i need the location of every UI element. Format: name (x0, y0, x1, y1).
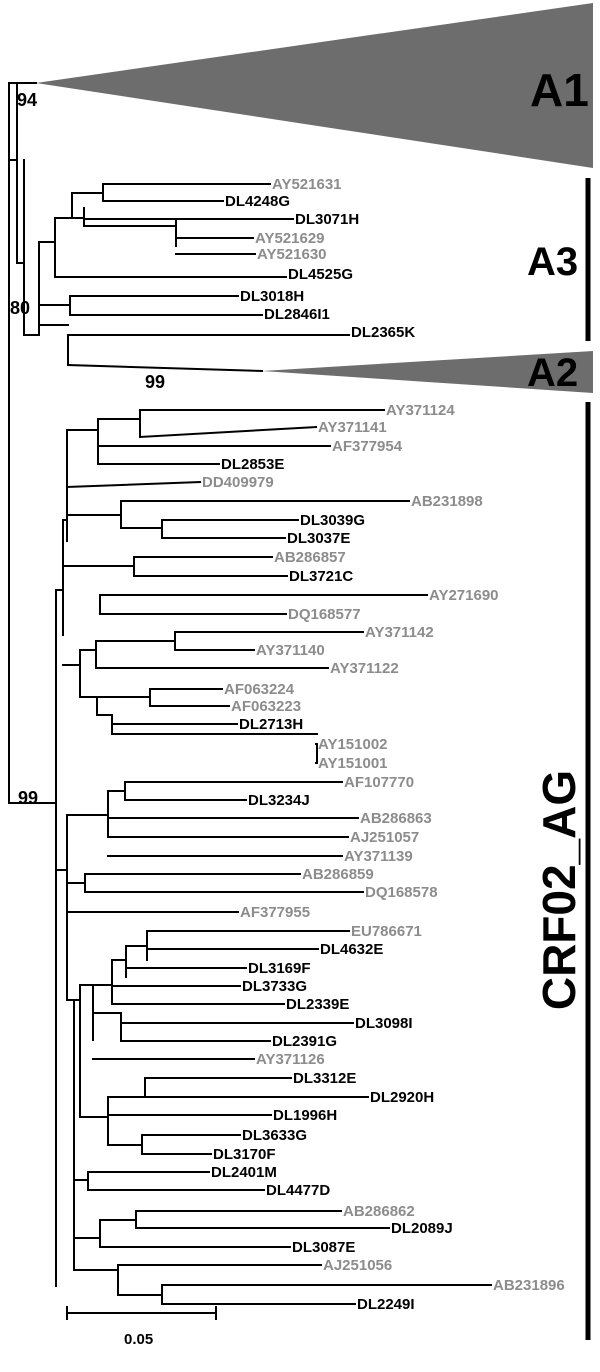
leaf-label-dl3037e: DL3037E (287, 530, 350, 547)
leaf-label-ab286863: AB286863 (360, 810, 432, 827)
leaf-label-dl2846i1: DL2846I1 (264, 306, 330, 323)
leaf-label-dl4632e: DL4632E (320, 941, 383, 958)
leaf-label-dl2920h: DL2920H (370, 1089, 434, 1106)
leaf-label-af377954: AF377954 (332, 438, 403, 455)
leaf-label-dl3071h: DL3071H (295, 211, 359, 228)
leaf-label-dl2391g: DL2391G (272, 1033, 337, 1050)
tree-branch (66, 363, 264, 373)
tree-branch (65, 480, 202, 489)
leaf-label-dl3234j: DL3234J (248, 792, 310, 809)
leaf-label-dl3170f: DL3170F (213, 1146, 276, 1163)
clade-a2-collapsed-triangle (262, 351, 593, 393)
leaf-label-dl1996h: DL1996H (273, 1107, 337, 1124)
leaf-label-ay371141: AY371141 (318, 419, 387, 436)
leaf-label-ay521631: AY521631 (272, 176, 342, 193)
leaf-label-dl3721c: DL3721C (289, 568, 353, 585)
leaf-label-dl3733g: DL3733G (242, 978, 307, 995)
leaf-label-dl3039g: DL3039G (300, 512, 365, 529)
leaf-label-ab231898: AB231898 (411, 493, 483, 510)
leaf-label-dl3018h: DL3018H (240, 288, 304, 305)
leaf-label-ab231896: AB231896 (493, 1277, 565, 1294)
leaf-label-dl4477d: DL4477D (266, 1182, 330, 1199)
leaf-label-dd409979: DD409979 (202, 474, 274, 491)
bootstrap-a1: 94 (17, 90, 37, 110)
leaf-label-ay521629: AY521629 (255, 230, 325, 247)
leaf-label-af377955: AF377955 (240, 904, 310, 921)
leaf-label-ay371124: AY371124 (386, 402, 455, 419)
leaf-label-dl4525g: DL4525G (288, 266, 353, 283)
clade-a1-collapsed-triangle (36, 3, 593, 168)
leaf-label-dl2339e: DL2339E (286, 996, 349, 1013)
leaf-label-dl3098i: DL3098I (355, 1015, 413, 1032)
leaf-label-dl3087e: DL3087E (292, 1239, 355, 1256)
leaf-label-ay371142: AY371142 (365, 624, 434, 641)
tree-branches (8, 82, 492, 1305)
leaf-label-aj251057: AJ251057 (350, 829, 419, 846)
clade-crf02-ag-label: CRF02_AG (533, 770, 585, 1010)
leaf-label-dq168577: DQ168577 (288, 606, 361, 623)
leaf-label-af063224: AF063224 (224, 681, 295, 698)
leaf-label-ay371139: AY371139 (344, 848, 413, 865)
leaf-label-dl2249i: DL2249I (357, 1296, 415, 1313)
leaf-label-dl2713h: DL2713H (239, 716, 303, 733)
scale-bar-label: 0.05 (124, 1331, 153, 1348)
leaf-label-dl2853e: DL2853E (221, 456, 284, 473)
leaf-label-dl4248g: DL4248G (225, 193, 290, 210)
tree-branch (138, 425, 318, 439)
leaf-label-dl2365k: DL2365K (351, 324, 415, 341)
clade-a1-label: A1 (530, 64, 589, 116)
leaf-label-ay371140: AY371140 (256, 642, 325, 659)
leaf-label-ay371126: AY371126 (256, 1051, 325, 1068)
scale-bar: 0.05 (66, 1306, 217, 1348)
bootstrap-a3: 80 (10, 298, 30, 318)
leaf-label-ay521630: AY521630 (257, 246, 327, 263)
leaf-label-dl3633g: DL3633G (242, 1127, 307, 1144)
leaf-label-ay371122: AY371122 (330, 660, 399, 677)
leaf-label-ab286859: AB286859 (302, 866, 374, 883)
leaf-label-aj251056: AJ251056 (323, 1257, 392, 1274)
leaf-label-ay271690: AY271690 (429, 587, 499, 604)
bootstrap-a2: 99 (145, 372, 165, 392)
clade-a3-label: A3 (527, 240, 578, 284)
leaf-label-af107770: AF107770 (344, 774, 414, 791)
leaf-label-af063223: AF063223 (231, 698, 301, 715)
leaf-label-dl3169f: DL3169F (248, 960, 311, 977)
leaf-label-ab286857: AB286857 (274, 549, 346, 566)
leaf-label-eu786671: EU786671 (351, 923, 422, 940)
bootstrap-crf02-ag: 99 (18, 788, 38, 808)
leaf-label-dl2401m: DL2401M (211, 1164, 277, 1181)
leaf-label-ay151002: AY151002 (318, 736, 388, 753)
leaf-label-dl2089j: DL2089J (391, 1220, 453, 1237)
clade-a2-label: A2 (527, 351, 578, 395)
leaf-label-dl3312e: DL3312E (293, 1070, 356, 1087)
leaf-label-ay151001: AY151001 (318, 755, 388, 772)
leaf-label-dq168578: DQ168578 (365, 884, 438, 901)
leaf-label-ab286862: AB286862 (343, 1203, 415, 1220)
